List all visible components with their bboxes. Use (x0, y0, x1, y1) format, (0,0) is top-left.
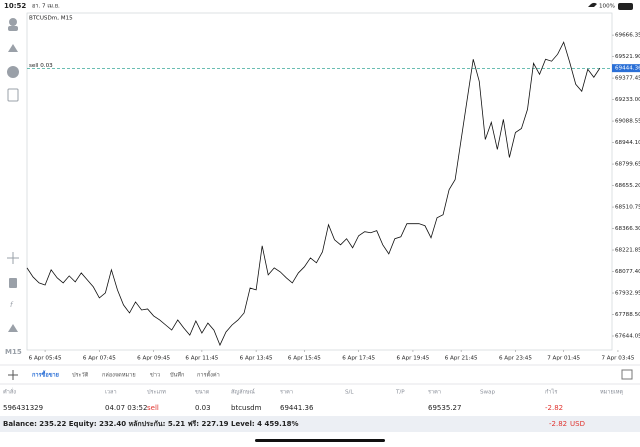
home-indicator (255, 439, 385, 442)
chart-title: BTCUSDm, M15 (29, 16, 73, 22)
chat-icon (7, 66, 19, 78)
x-tick-label: 6 Apr 11:45 (185, 356, 218, 362)
crosshair-icon (7, 252, 19, 264)
y-tick-label: 67644.05 (615, 334, 640, 340)
account-icon (9, 18, 17, 26)
indicator-icon (9, 278, 17, 288)
x-tick-label: 6 Apr 21:45 (445, 356, 478, 362)
table-cell[interactable]: 69535.27 (428, 404, 461, 412)
status-time: 10:52 (4, 2, 26, 10)
y-tick-label: 68799.65 (615, 162, 640, 168)
current-price-box (612, 64, 640, 73)
wifi-icon (588, 3, 597, 7)
tab[interactable]: กล่องจดหมาย (102, 373, 136, 379)
tab[interactable]: การซื้อขาย (32, 370, 59, 379)
table-cell[interactable]: -2.82 (545, 404, 563, 412)
order-line-label: sell 0.03 (29, 63, 53, 69)
column-header: S/L (345, 390, 354, 396)
y-tick-label: 67932.95 (615, 291, 640, 297)
tab[interactable]: บันทึก (170, 372, 184, 379)
account-summary: Balance: 235.22 Equity: 232.40 หลักประกั… (3, 420, 298, 428)
footer-bg (0, 416, 640, 432)
status-date: อา. 7 เม.ย. (32, 4, 60, 10)
sidebar: f (7, 18, 19, 332)
y-tick-label: 67788.50 (615, 312, 640, 318)
footer-profit: -2.82 (549, 420, 567, 428)
column-header: กำไร (545, 389, 557, 396)
add-button[interactable] (8, 370, 18, 380)
objects-icon (8, 324, 18, 332)
chart-frame (26, 12, 613, 351)
column-header: สัญลักษณ์ (231, 388, 255, 396)
account-icon-body (8, 26, 18, 31)
table-cell[interactable]: sell (147, 404, 159, 412)
x-tick-label: 6 Apr 19:45 (396, 356, 429, 362)
column-header: คำสั่ง (3, 388, 16, 396)
current-price-label: 69444.36 (615, 66, 640, 72)
new-chart-icon (7, 88, 19, 102)
x-tick-label: 6 Apr 17:45 (342, 356, 375, 362)
y-tick-label: 68655.20 (615, 183, 640, 189)
x-tick-label: 6 Apr 15:45 (288, 356, 321, 362)
table-cell[interactable]: 0.03 (195, 404, 211, 412)
x-tick-label: 7 Apr 01:45 (547, 356, 580, 362)
timeframe-label: M15 (5, 348, 22, 356)
y-tick-label: 69233.00 (615, 97, 640, 103)
x-tick-label: 6 Apr 07:45 (83, 356, 116, 362)
x-tick-label: 6 Apr 05:45 (29, 356, 62, 362)
x-tick-label: 6 Apr 13:45 (240, 356, 273, 362)
y-tick-label: 68221.85 (615, 248, 640, 254)
tab[interactable]: การตั้งค่า (197, 371, 220, 379)
table-cell[interactable]: 596431329 (3, 404, 43, 412)
table-cell[interactable]: 69441.36 (280, 404, 314, 412)
y-tick-label: 68944.10 (615, 140, 640, 146)
y-tick-label: 69666.35 (615, 33, 640, 39)
x-tick-label: 7 Apr 03:45 (601, 356, 634, 362)
tab[interactable]: ประวัติ (72, 372, 89, 379)
y-tick-label: 69521.90 (615, 54, 640, 60)
table-cell[interactable]: btcusdm (231, 404, 262, 412)
column-header: หมายเหตุ (600, 390, 623, 396)
column-header: ประเภท (147, 389, 166, 396)
x-tick-label: 6 Apr 09:45 (137, 356, 170, 362)
footer-currency: USD (570, 420, 585, 428)
column-header: Swap (480, 390, 496, 396)
column-header: ขนาด (195, 390, 210, 396)
price-line (26, 41, 601, 347)
y-tick-label: 69377.45 (615, 76, 640, 82)
column-header: ราคา (280, 390, 293, 396)
y-tick-label: 69088.55 (615, 119, 640, 125)
tab[interactable]: ข่าว (150, 373, 160, 379)
table-cell[interactable]: 04.07 03:52 (105, 404, 147, 412)
column-header: เวลา (105, 390, 117, 396)
column-header: ราคา (428, 390, 441, 396)
trade-icon (8, 44, 18, 52)
column-header: T/P (395, 390, 405, 396)
y-tick-label: 68366.30 (615, 226, 640, 232)
status-battery: 100% (599, 4, 615, 10)
function-icon: f (10, 301, 14, 309)
y-tick-label: 68510.75 (615, 205, 640, 211)
x-tick-label: 6 Apr 23:45 (499, 356, 532, 362)
battery-icon (618, 3, 633, 10)
layout-button[interactable] (621, 369, 633, 380)
y-tick-label: 68077.40 (615, 269, 640, 275)
